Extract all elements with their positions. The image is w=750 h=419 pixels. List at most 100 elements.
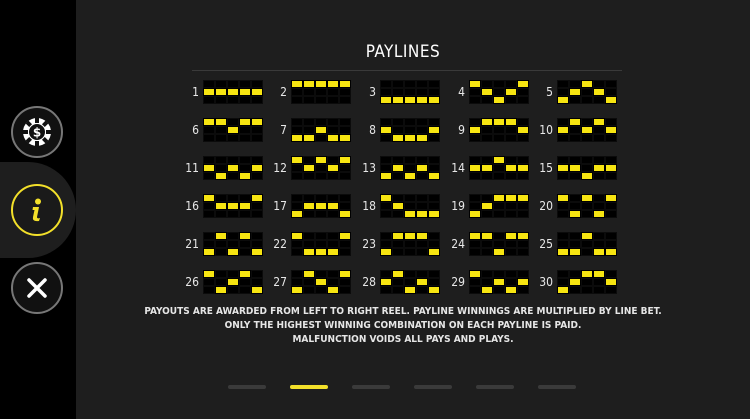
payline-cell (227, 134, 239, 142)
payline-number: 30 (539, 275, 553, 289)
payline-cell (203, 156, 215, 164)
payline-cell (291, 194, 303, 202)
page-dot-1[interactable] (228, 385, 266, 389)
payline-cell (327, 96, 339, 104)
payline-cell-active (327, 248, 339, 256)
payline-cell (215, 164, 227, 172)
payline-cell (392, 248, 404, 256)
payline-cell (392, 240, 404, 248)
payline-cell-active (505, 88, 517, 96)
payline-cell (303, 118, 315, 126)
payline-cell (291, 172, 303, 180)
payline-number: 2 (280, 85, 287, 99)
payline-cell (517, 156, 529, 164)
payline-cell (327, 118, 339, 126)
payline-cell (327, 194, 339, 202)
payline-6: 6 (163, 118, 263, 142)
payline-number: 8 (369, 123, 376, 137)
payline-cell (380, 134, 392, 142)
payline-cell-active (215, 232, 227, 240)
payline-cell-active (239, 118, 251, 126)
payline-cell (327, 270, 339, 278)
payline-9: 9 (429, 118, 529, 142)
payline-cell (469, 278, 481, 286)
payline-cell (517, 248, 529, 256)
payline-cell (469, 286, 481, 294)
payline-cell (380, 202, 392, 210)
info-button[interactable] (11, 184, 63, 236)
page-dot-6[interactable] (538, 385, 576, 389)
payline-cell (380, 164, 392, 172)
payline-cell (203, 126, 215, 134)
payline-cell (339, 278, 351, 286)
page-dot-3[interactable] (352, 385, 390, 389)
payline-cell (339, 88, 351, 96)
payline-cell (291, 96, 303, 104)
payline-cell (392, 172, 404, 180)
payline-cell-active (339, 270, 351, 278)
payline-cell (469, 240, 481, 248)
page-dot-5[interactable] (476, 385, 514, 389)
paytable-button[interactable]: $ (11, 106, 63, 158)
payline-cell (380, 286, 392, 294)
payline-cell (404, 118, 416, 126)
payline-cell-active (315, 80, 327, 88)
payline-cell-active (203, 194, 215, 202)
payline-cell (493, 286, 505, 294)
payline-cell (227, 194, 239, 202)
payline-cell (505, 240, 517, 248)
payline-cell-active (517, 126, 529, 134)
payline-cell (428, 194, 440, 202)
payline-cell (557, 278, 569, 286)
payline-cell (469, 202, 481, 210)
payline-cell-active (239, 270, 251, 278)
svg-text:$: $ (33, 126, 41, 140)
payline-cell (303, 286, 315, 294)
payline-cell-active (605, 164, 617, 172)
payline-cell-active (251, 286, 263, 294)
payline-cell-active (593, 164, 605, 172)
payline-cell (404, 240, 416, 248)
payline-cell-active (481, 118, 493, 126)
payline-cell-active (315, 248, 327, 256)
payline-cell (291, 88, 303, 96)
payline-cell-active (303, 248, 315, 256)
payline-cell (569, 232, 581, 240)
rule-line: PAYOUTS ARE AWARDED FROM LEFT TO RIGHT R… (144, 306, 662, 317)
payline-19: 19 (429, 194, 529, 218)
payline-cell (605, 240, 617, 248)
payline-cell (416, 194, 428, 202)
payline-cell-active (416, 96, 428, 104)
payline-cell-active (251, 88, 263, 96)
payline-number: 25 (539, 237, 553, 251)
close-button[interactable] (11, 262, 63, 314)
payline-cell (557, 202, 569, 210)
payline-cell (215, 210, 227, 218)
payline-cell-active (227, 248, 239, 256)
payline-cell-active (227, 202, 239, 210)
payline-cell-active (380, 278, 392, 286)
payline-pattern (380, 118, 440, 142)
payline-cell (203, 80, 215, 88)
payline-pattern (203, 232, 263, 256)
payline-cell-active (493, 278, 505, 286)
page-dot-4[interactable] (414, 385, 452, 389)
payline-cell (251, 202, 263, 210)
payline-cell (315, 286, 327, 294)
payline-cell (428, 202, 440, 210)
payline-number: 14 (451, 161, 465, 175)
payline-2: 2 (251, 80, 351, 104)
payline-cell (505, 270, 517, 278)
payline-cell-active (327, 80, 339, 88)
payline-cell-active (404, 172, 416, 180)
payline-cell (605, 172, 617, 180)
payline-cell (215, 240, 227, 248)
payline-cell (291, 164, 303, 172)
payline-cell (469, 156, 481, 164)
payline-cell (315, 134, 327, 142)
payline-cell-active (517, 232, 529, 240)
page-dot-2[interactable] (290, 385, 328, 389)
payline-cell (239, 278, 251, 286)
payline-cell-active (505, 232, 517, 240)
payline-cell (416, 270, 428, 278)
